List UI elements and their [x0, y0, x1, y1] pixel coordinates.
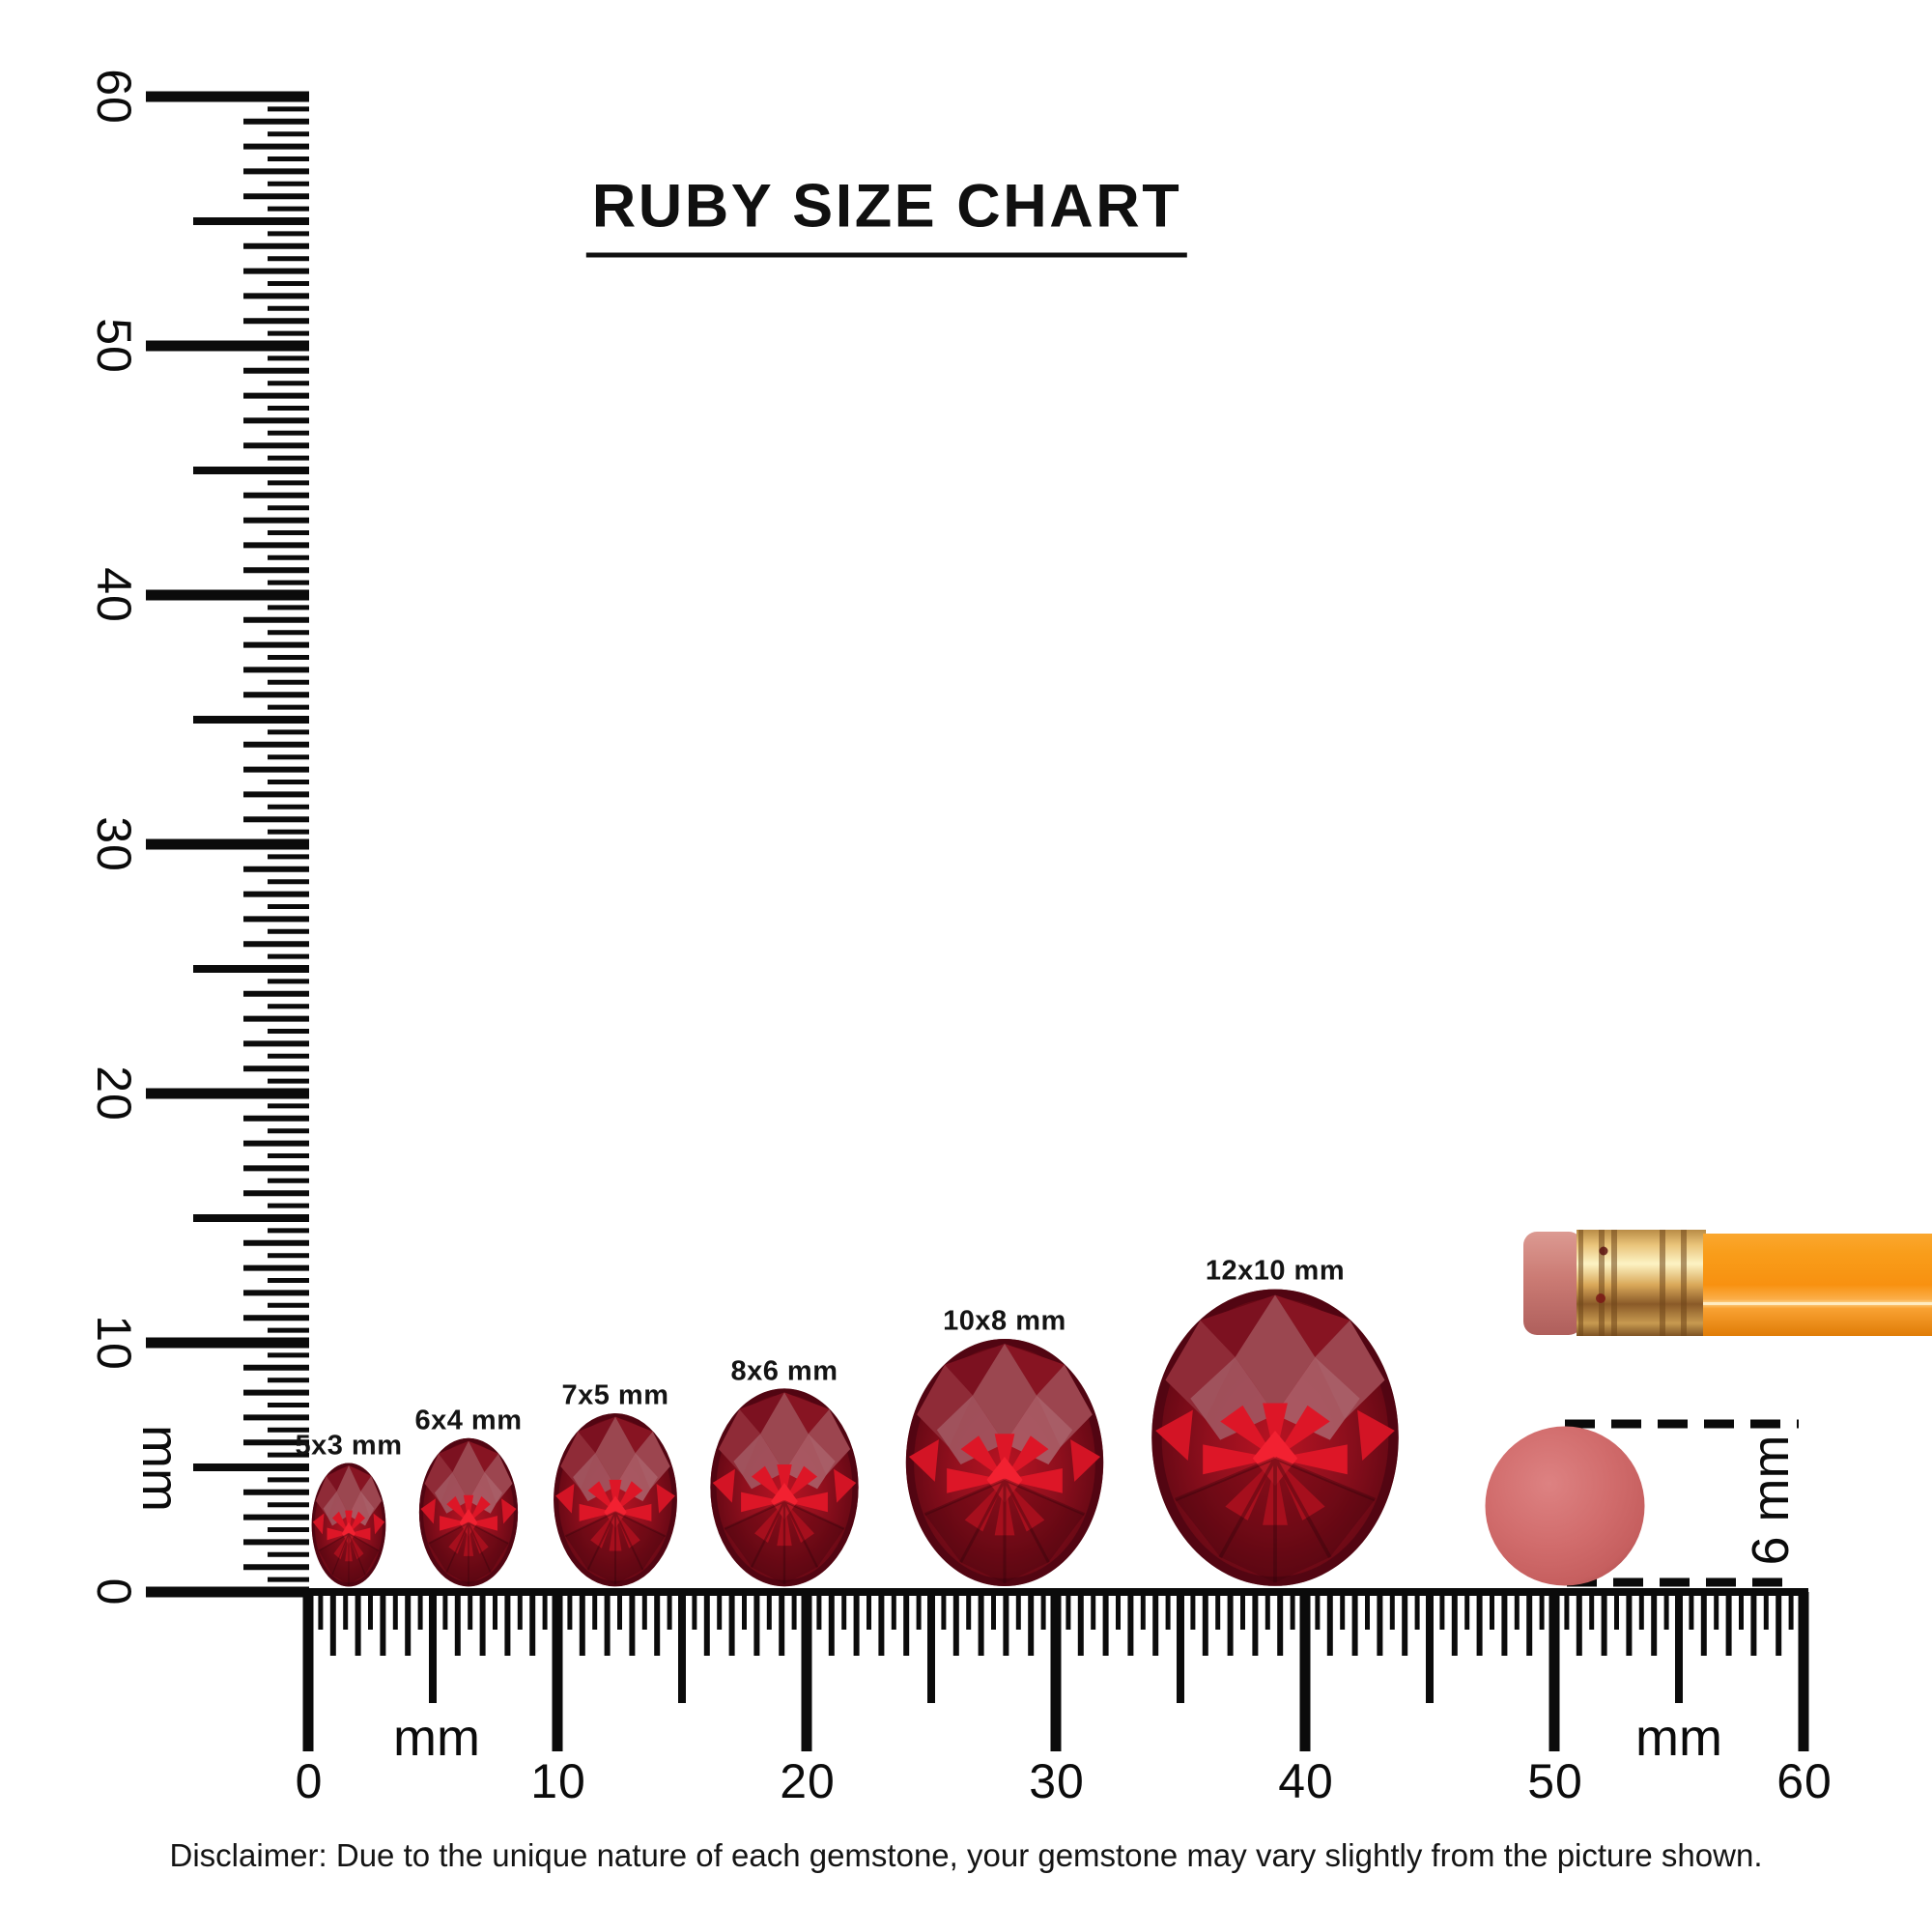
- v-ruler-label-10: 10: [87, 1315, 141, 1371]
- pencil: [1523, 1230, 1932, 1336]
- h-ruler-unit-right: mm: [1635, 1709, 1722, 1767]
- eraser-measure-lines: [1565, 1419, 1799, 1587]
- v-ruler-label-20: 20: [87, 1065, 141, 1122]
- v-ruler-label-50: 50: [87, 318, 141, 374]
- h-ruler-label-40: 40: [1278, 1754, 1334, 1808]
- ferrule-rivet: [1596, 1293, 1605, 1303]
- page-title: RUBY SIZE CHART: [585, 172, 1188, 258]
- h-ruler-unit-left: mm: [393, 1709, 480, 1767]
- gem-5x3: [311, 1463, 386, 1587]
- pencil-eraser: [1523, 1232, 1582, 1335]
- gem-label-7x5: 7x5 mm: [561, 1379, 669, 1411]
- h-ruler-label-0: 0: [295, 1754, 324, 1808]
- gem-8x6: [710, 1388, 858, 1586]
- v-ruler-label-30: 30: [87, 816, 141, 872]
- eraser-diameter-label: 6 mm: [1742, 1435, 1800, 1566]
- gem-10x8: [906, 1339, 1103, 1586]
- gem-7x5: [554, 1413, 677, 1586]
- h-ruler-label-30: 30: [1029, 1754, 1085, 1808]
- pencil-body: [1703, 1234, 1932, 1336]
- h-ruler-label-50: 50: [1527, 1754, 1583, 1808]
- gem-label-10x8: 10x8 mm: [943, 1305, 1066, 1337]
- v-ruler-label-60: 60: [87, 69, 141, 125]
- gem-6x4: [419, 1438, 518, 1587]
- gem-label-5x3: 5x3 mm: [295, 1430, 403, 1462]
- vertical-ruler-ticks: [146, 91, 309, 1598]
- v-ruler-label-40: 40: [87, 567, 141, 623]
- gem-12x10: [1151, 1290, 1398, 1586]
- gem-label-12x10: 12x10 mm: [1205, 1255, 1346, 1287]
- ruler-baseline: [146, 1588, 1808, 1596]
- h-ruler-label-10: 10: [530, 1754, 586, 1808]
- pencil-body-highlight: [1703, 1302, 1932, 1305]
- gem-label-8x6: 8x6 mm: [730, 1355, 838, 1387]
- disclaimer-text: Disclaimer: Due to the unique nature of …: [169, 1837, 1763, 1873]
- v-ruler-unit: mm: [131, 1425, 189, 1512]
- ferrule-rivet: [1599, 1246, 1608, 1256]
- v-ruler-label-0: 0: [87, 1577, 141, 1606]
- ferrule-crimps: [1578, 1230, 1687, 1336]
- horizontal-ruler-ticks: [302, 1592, 1809, 1751]
- eraser-disc: [1485, 1426, 1645, 1586]
- gem-label-6x4: 6x4 mm: [414, 1405, 523, 1436]
- h-ruler-label-60: 60: [1776, 1754, 1833, 1808]
- h-ruler-label-20: 20: [780, 1754, 836, 1808]
